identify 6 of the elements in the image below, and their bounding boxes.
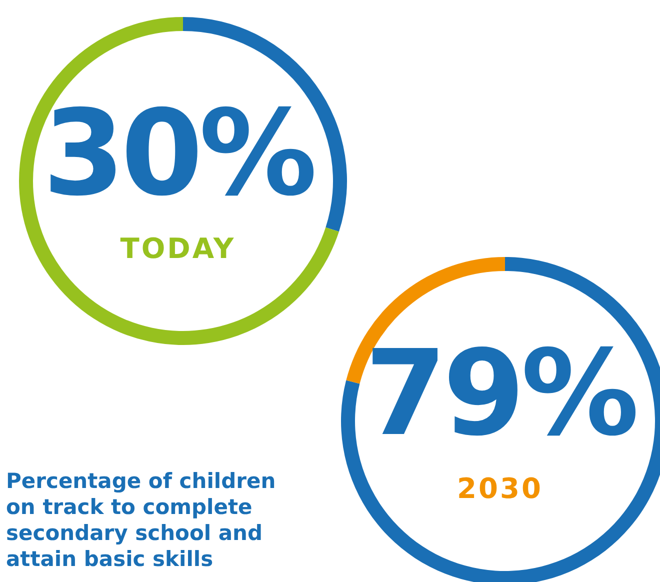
data-label: 79%: [364, 324, 636, 462]
text: 2030: [456, 472, 544, 505]
text: TODAY: [119, 232, 237, 265]
data-label: 30%: [42, 84, 314, 222]
donut-slice: [19, 17, 339, 345]
text: Percentage of children on track to complete secondary school and attain basic skills: [6, 468, 277, 572]
